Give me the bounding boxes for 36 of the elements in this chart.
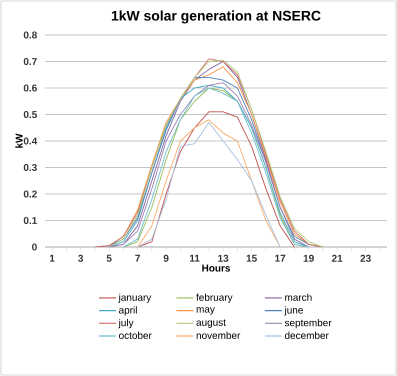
- y-tick-label: 0.4: [24, 137, 38, 145]
- y-tick-label: 0.8: [24, 31, 37, 39]
- legend-label: november: [196, 332, 240, 339]
- legend-label: june: [284, 306, 303, 316]
- legend-label: july: [118, 318, 134, 328]
- x-tick-label: 13: [218, 254, 228, 262]
- x-tick-label: 11: [190, 254, 200, 262]
- x-tick-label: 9: [164, 254, 169, 262]
- x-tick-label: 1: [50, 254, 55, 262]
- legend-label: september: [284, 318, 332, 328]
- chart-title: 1kW solar generation at NSERC: [112, 10, 321, 24]
- legend-label: december: [284, 332, 329, 339]
- x-tick-label: 3: [78, 254, 84, 262]
- x-tick-label: 17: [275, 254, 286, 262]
- x-tick-label: 15: [246, 254, 257, 262]
- y-tick-label: 0.3: [24, 164, 37, 172]
- y-axis-title: kW: [15, 134, 23, 148]
- legend-label: august: [196, 319, 226, 328]
- legend-label: march: [285, 294, 312, 301]
- x-tick-label: 21: [332, 254, 342, 262]
- y-tick-label: 0.5: [24, 110, 37, 118]
- y-tick-label: 0.1: [24, 216, 37, 224]
- x-tick-label: 7: [135, 254, 140, 262]
- legend-label: january: [118, 294, 152, 303]
- legend-label: february: [196, 294, 233, 303]
- x-tick-label: 23: [360, 254, 371, 262]
- x-axis-title: Hours: [202, 264, 230, 272]
- y-tick-label: 0.7: [24, 58, 37, 66]
- legend-label: october: [119, 332, 152, 339]
- y-tick-label: 0.6: [24, 84, 37, 92]
- y-tick-label: 0.2: [24, 190, 37, 198]
- y-tick-label: 0: [32, 243, 37, 251]
- legend-label: may: [196, 307, 215, 315]
- legend-label: april: [119, 306, 137, 316]
- x-tick-label: 19: [304, 254, 314, 262]
- x-tick-label: 5: [106, 254, 112, 262]
